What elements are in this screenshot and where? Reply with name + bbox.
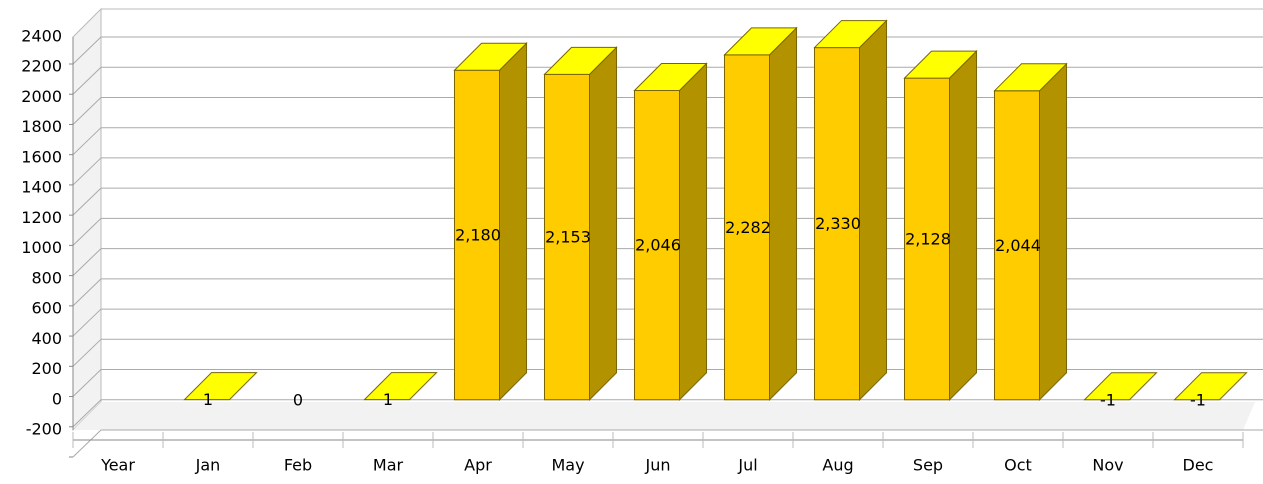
value-label: 0 [293, 390, 303, 409]
grid-line [72, 369, 102, 397]
grid-line [72, 278, 102, 307]
value-label: -1 [1100, 390, 1116, 409]
y-tick-label: 1600 [21, 147, 62, 166]
grid-line [72, 157, 102, 186]
bar-top [903, 50, 978, 79]
bar-top [363, 372, 438, 401]
y-tick-label: 600 [31, 299, 62, 318]
bar-top [813, 20, 888, 49]
y-tick-label: 2400 [21, 27, 62, 46]
x-tick-label: Year [100, 456, 135, 475]
floor [73, 402, 1255, 430]
y-tick-label: 1200 [21, 208, 62, 227]
y-tick-label: 2000 [21, 87, 62, 106]
value-label: 2,330 [815, 214, 861, 233]
x-tick-label: Apr [464, 456, 492, 475]
bar-front [454, 69, 500, 401]
grid-line [72, 36, 102, 65]
value-label: 2,128 [905, 229, 951, 248]
grid-line [72, 127, 102, 156]
x-tick-label: Jun [645, 456, 671, 475]
bar-top [1173, 372, 1248, 401]
bar-side [769, 26, 797, 401]
value-label: 2,046 [635, 236, 681, 255]
bar-top [633, 63, 708, 92]
grid-line [72, 338, 102, 367]
grid-line [72, 429, 102, 458]
x-tick-label: Jul [737, 456, 757, 475]
y-tick-label: 800 [31, 268, 62, 287]
grid-line [72, 308, 102, 337]
bar-top [1083, 372, 1158, 401]
y-tick-label: 400 [31, 329, 62, 348]
grid-line [72, 218, 102, 246]
bar-side [859, 19, 887, 401]
bar-side [949, 49, 977, 401]
grid-line [72, 97, 102, 125]
y-tick-label: 1800 [21, 117, 62, 136]
value-label: 1 [203, 390, 213, 409]
bar-top [993, 63, 1068, 92]
y-tick-label: -200 [26, 420, 62, 439]
value-label: 2,180 [455, 226, 501, 245]
value-label: 2,044 [995, 236, 1041, 255]
y-tick-label: 1400 [21, 178, 62, 197]
y-tick-label: 200 [31, 359, 62, 378]
bar-top [453, 42, 528, 71]
bar-top [183, 372, 258, 401]
y-tick-label: 1000 [21, 238, 62, 257]
bar-side [499, 42, 527, 401]
value-label: -1 [1190, 390, 1206, 409]
x-tick-label: Aug [822, 456, 853, 475]
grid-line [72, 187, 102, 216]
bar-front [814, 47, 860, 401]
x-tick-label: May [551, 456, 584, 475]
grid-line [72, 248, 102, 276]
y-tick-label: 0 [52, 389, 62, 408]
bar-side [1039, 62, 1067, 401]
x-tick-label: Feb [284, 456, 312, 475]
x-tick-label: Sep [913, 456, 943, 475]
grid-line [72, 399, 102, 428]
bar-front [724, 54, 770, 401]
x-tick-label: Nov [1092, 456, 1123, 475]
bar-top [543, 46, 618, 75]
x-tick-label: Dec [1183, 456, 1214, 475]
bar-side [589, 46, 617, 401]
y-tick-label: 2200 [21, 57, 62, 76]
grid-line [72, 66, 102, 95]
bar-side [679, 62, 707, 401]
left-wall [72, 7, 102, 432]
x-tick-label: Jan [195, 456, 221, 475]
value-label: 1 [383, 390, 393, 409]
bar-top [723, 27, 798, 56]
x-tick-label: Mar [373, 456, 404, 475]
bar-front [994, 90, 1040, 401]
x-tick-label: Oct [1004, 456, 1032, 475]
value-label: 2,282 [725, 218, 771, 237]
value-label: 2,153 [545, 228, 591, 247]
